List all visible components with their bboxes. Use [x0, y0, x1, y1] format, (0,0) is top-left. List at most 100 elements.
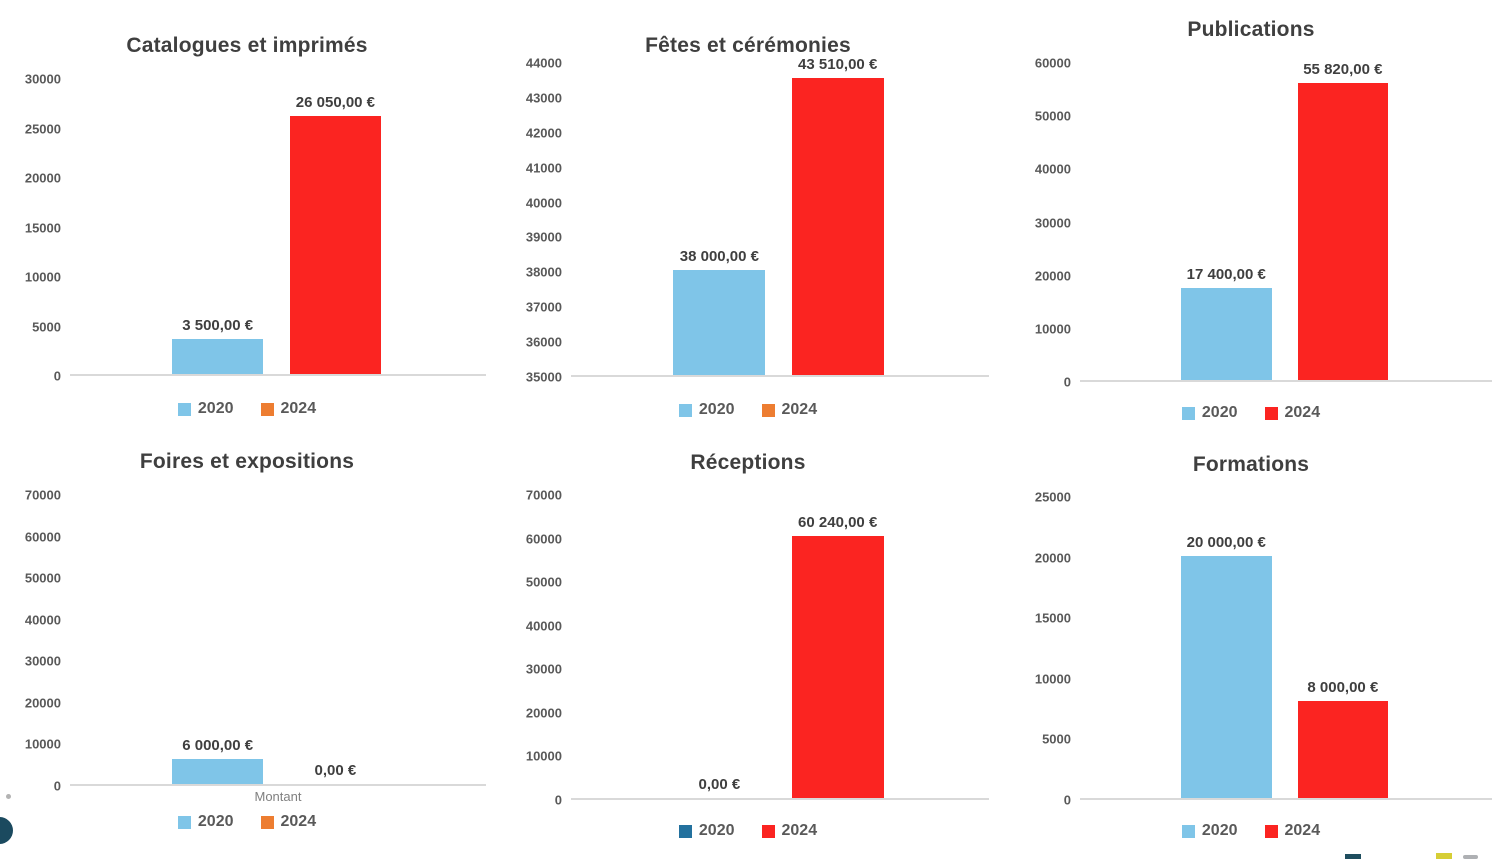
data-label-2020: 3 500,00 € [182, 317, 254, 335]
bar-2024 [289, 116, 382, 374]
y-axis-tick: 40000 [24, 612, 61, 628]
legend-swatch-2020 [177, 815, 191, 829]
y-axis-tick: 20000 [24, 695, 61, 711]
chart-body: 70000 60000 50000 40000 30000 20000 10000 0 6 00… [8, 480, 486, 794]
y-axis-tick: 5000 [1042, 731, 1071, 747]
chart-receptions: Réceptions 70000 60000 50000 40000 30000 20000… [507, 445, 989, 842]
y-axis-tick: 38000 [525, 264, 562, 280]
stray-dot [6, 794, 11, 799]
chart-title: Fêtes et cérémonies [645, 34, 851, 57]
y-axis-tick: 10000 [525, 748, 562, 764]
legend-swatch-2024 [761, 403, 775, 417]
legend-label: 2024 [1284, 404, 1321, 421]
corner-circle [0, 817, 13, 844]
y-axis-tick: 42000 [525, 125, 562, 141]
y-axis-tick: 20000 [525, 705, 562, 721]
y-axis-tick: 50000 [1034, 108, 1071, 124]
chart-title: Foires et expositions [139, 450, 355, 473]
legend-swatch-2020 [678, 824, 692, 838]
plot-area: 20 000,00 € 8 000,00 € [1080, 483, 1492, 800]
data-label-2024: 8 000,00 € [1307, 679, 1379, 697]
y-axis-tick: 36000 [525, 334, 562, 350]
legend-label: 2020 [197, 813, 234, 830]
bar-2024 [791, 78, 884, 375]
y-axis-tick: 43000 [525, 90, 562, 106]
legend-item-2020: 2020 [1181, 822, 1238, 840]
legend-swatch-2024 [761, 824, 775, 838]
chart-foires-et-expositions: Foires et expositions 70000 60000 50000 4000… [8, 444, 486, 833]
y-axis-tick: 0 [1063, 792, 1071, 808]
chart-body: 70000 60000 50000 40000 30000 20000 10000 0 0,00… [507, 481, 989, 808]
y-axis-tick: 70000 [24, 487, 61, 503]
legend-item-2020: 2020 [177, 813, 234, 831]
y-axis-tick: 40000 [525, 195, 562, 211]
legend-label: 2020 [698, 401, 735, 418]
y-axis-tick: 25000 [24, 121, 61, 136]
legend-swatch-2020 [1181, 406, 1195, 420]
y-axis-tick: 37000 [525, 299, 562, 315]
chart-catalogues-et-imprimes: Catalogues et imprimés 30000 25000 20000 150… [8, 28, 486, 420]
chart-title: Catalogues et imprimés [126, 34, 368, 57]
legend-swatch-2020 [678, 403, 692, 417]
y-axis-tick: 60000 [24, 529, 61, 545]
y-axis-tick: 0 [1063, 374, 1071, 390]
legend-label: 2020 [1201, 822, 1238, 839]
bar-2024 [1297, 701, 1389, 798]
y-axis-tick: 25000 [1034, 489, 1071, 505]
legend-item-2024: 2024 [761, 401, 817, 419]
y-axis-tick: 30000 [525, 661, 562, 677]
plot-area: 3 500,00 € 26 050,00 € [70, 64, 486, 376]
legend-label: 2020 [1201, 404, 1238, 421]
y-axis-tick: 15000 [1034, 610, 1071, 626]
legend-swatch-2020 [177, 402, 191, 416]
bar-2024 [791, 535, 884, 798]
y-axis-tick: 35000 [525, 369, 562, 385]
legend-swatch-2024 [1264, 406, 1278, 420]
plot-area: 6 000,00 € 0,00 € [70, 480, 486, 786]
bar-2024 [1297, 83, 1389, 380]
data-label-2024: 43 510,00 € [798, 56, 878, 74]
legend: 2020 2024 [8, 811, 486, 833]
y-axis-tick: 60000 [1034, 55, 1071, 71]
legend-swatch-2024 [1264, 824, 1278, 838]
y-axis-tick: 10000 [24, 269, 61, 285]
y-axis-tick: 20000 [24, 170, 61, 186]
bar-2020 [171, 759, 264, 784]
y-axis-tick: 0 [53, 368, 61, 384]
y-axis: 44000 43000 42000 41000 40000 39000 38000 37000… [507, 56, 571, 385]
cropped-navy-mark [1345, 854, 1361, 859]
y-axis-tick: 10000 [1034, 321, 1071, 337]
chart-body: 25000 20000 15000 10000 5000 0 20 000,00 € 8 00… [1010, 483, 1492, 808]
y-axis-tick: 40000 [525, 618, 562, 634]
plot-area: 17 400,00 € 55 820,00 € [1080, 48, 1492, 382]
y-axis-tick: 39000 [525, 229, 562, 245]
plot-area: 0,00 € 60 240,00 € [571, 481, 989, 800]
y-axis-tick: 50000 [525, 574, 562, 590]
data-label-2020: 38 000,00 € [679, 248, 759, 266]
chart-title: Réceptions [690, 451, 806, 474]
y-axis-tick: 10000 [24, 736, 61, 752]
bar-2020 [1180, 287, 1272, 380]
legend-swatch-2024 [260, 815, 274, 829]
y-axis-tick: 30000 [24, 71, 61, 87]
y-axis: 30000 25000 20000 15000 10000 5000 0 [8, 64, 70, 384]
chart-publications: Publications 60000 50000 40000 30000 20000 100… [1010, 12, 1492, 424]
chart-body: 60000 50000 40000 30000 20000 10000 0 17 400,00… [1010, 48, 1492, 390]
chart-title: Formations [1192, 453, 1310, 476]
y-axis-tick: 30000 [1034, 215, 1071, 230]
legend-label: 2024 [280, 400, 317, 417]
x-axis-title: Montant [254, 789, 302, 804]
y-axis-tick: 15000 [24, 220, 61, 235]
y-axis-tick: 41000 [525, 160, 562, 176]
legend-label: 2020 [197, 400, 234, 417]
y-axis-tick: 10000 [1034, 671, 1071, 687]
legend: 2020 2024 [1010, 402, 1492, 424]
y-axis-tick: 20000 [1034, 268, 1071, 284]
y-axis-tick: 20000 [1034, 550, 1071, 566]
data-label-2020: 6 000,00 € [182, 737, 254, 755]
legend-item-2020: 2020 [678, 401, 735, 419]
legend-item-2020: 2020 [177, 400, 234, 418]
data-label-2020: 17 400,00 € [1186, 265, 1266, 283]
legend-item-2024: 2024 [260, 813, 316, 831]
y-axis-tick: 0 [53, 778, 61, 794]
